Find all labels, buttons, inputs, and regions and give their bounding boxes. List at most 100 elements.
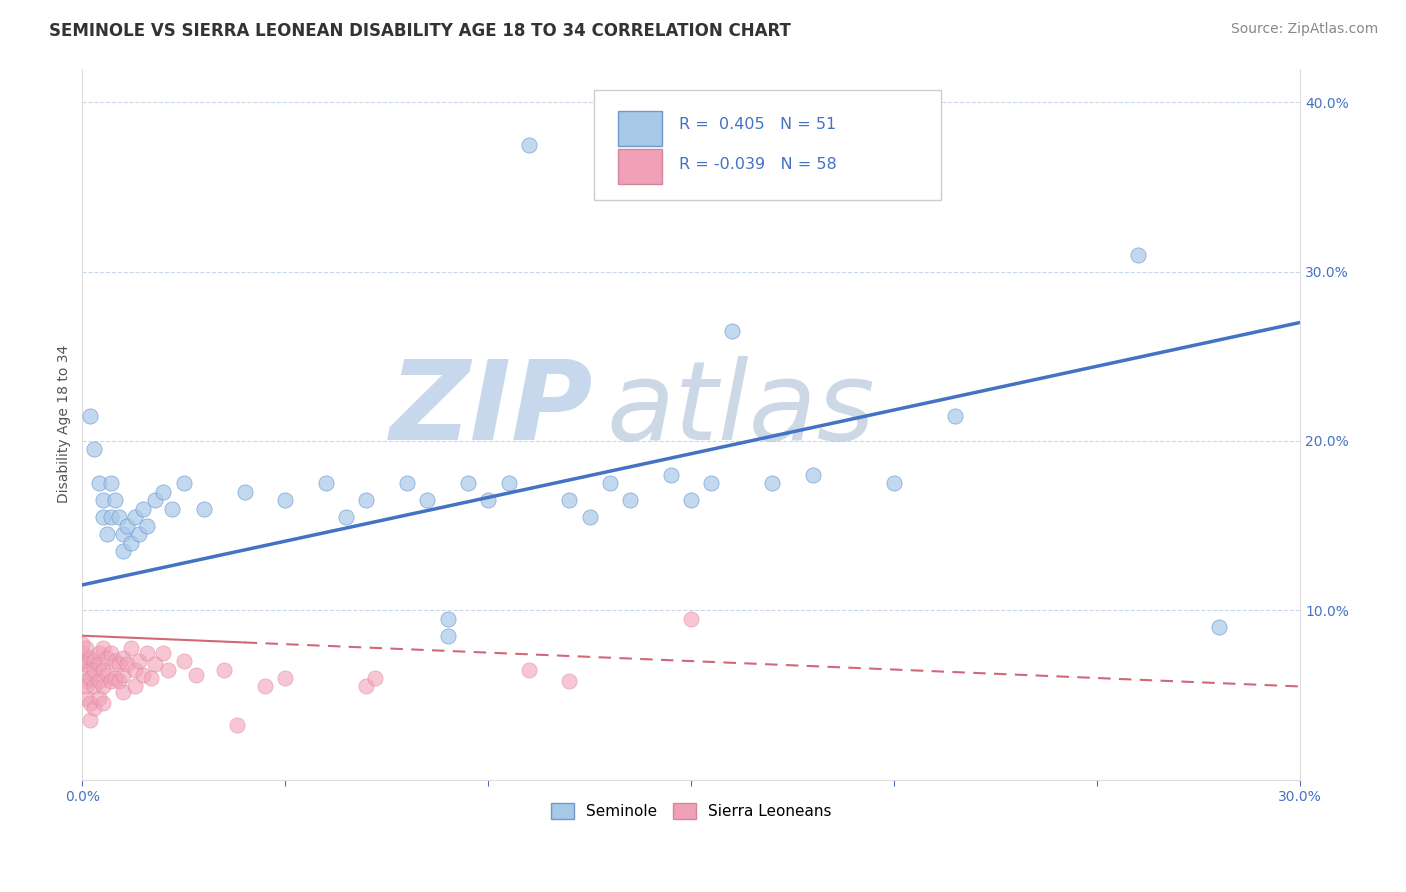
Point bbox=[104, 493, 127, 508]
Point bbox=[100, 476, 122, 491]
Point bbox=[436, 629, 458, 643]
Point bbox=[100, 510, 122, 524]
Point bbox=[395, 476, 418, 491]
Point bbox=[253, 680, 276, 694]
Point bbox=[72, 654, 94, 668]
Point bbox=[83, 654, 105, 668]
Point bbox=[87, 674, 110, 689]
Point bbox=[136, 518, 159, 533]
Point bbox=[72, 646, 94, 660]
Point bbox=[75, 640, 97, 655]
Point bbox=[91, 680, 114, 694]
Point bbox=[363, 671, 385, 685]
Point bbox=[124, 510, 146, 524]
Point bbox=[558, 674, 581, 689]
Point bbox=[1126, 248, 1149, 262]
Point bbox=[124, 663, 146, 677]
Point bbox=[96, 527, 118, 541]
Point bbox=[173, 654, 195, 668]
Point bbox=[75, 691, 97, 706]
Point bbox=[156, 663, 179, 677]
Point bbox=[700, 476, 723, 491]
Point bbox=[132, 667, 155, 681]
Point bbox=[108, 657, 131, 672]
Point bbox=[87, 646, 110, 660]
Point bbox=[498, 476, 520, 491]
Point bbox=[111, 544, 134, 558]
Point bbox=[659, 467, 682, 482]
Point bbox=[120, 535, 142, 549]
Point bbox=[681, 612, 703, 626]
Point bbox=[233, 484, 256, 499]
Point bbox=[225, 718, 247, 732]
Point bbox=[96, 650, 118, 665]
Point bbox=[517, 663, 540, 677]
Point bbox=[72, 637, 94, 651]
Point bbox=[91, 510, 114, 524]
Point bbox=[96, 667, 118, 681]
Text: ZIP: ZIP bbox=[391, 356, 593, 463]
Text: Source: ZipAtlas.com: Source: ZipAtlas.com bbox=[1230, 22, 1378, 37]
Point bbox=[619, 493, 641, 508]
Legend: Seminole, Sierra Leoneans: Seminole, Sierra Leoneans bbox=[546, 797, 838, 825]
Point bbox=[136, 646, 159, 660]
Point bbox=[104, 671, 127, 685]
Point bbox=[128, 654, 150, 668]
Point bbox=[214, 663, 236, 677]
Point bbox=[141, 671, 163, 685]
Point bbox=[599, 476, 621, 491]
Point bbox=[356, 493, 378, 508]
Point bbox=[152, 646, 174, 660]
Point bbox=[883, 476, 905, 491]
Point bbox=[79, 650, 101, 665]
FancyBboxPatch shape bbox=[619, 149, 662, 184]
Point bbox=[100, 646, 122, 660]
FancyBboxPatch shape bbox=[619, 112, 662, 146]
Point bbox=[720, 324, 742, 338]
Point bbox=[111, 684, 134, 698]
Point bbox=[477, 493, 499, 508]
Point bbox=[108, 510, 131, 524]
Point bbox=[83, 442, 105, 457]
Point bbox=[152, 484, 174, 499]
Point bbox=[91, 493, 114, 508]
Point bbox=[115, 657, 138, 672]
Point bbox=[1208, 620, 1230, 634]
Point bbox=[193, 501, 215, 516]
Point bbox=[79, 714, 101, 728]
Point bbox=[79, 697, 101, 711]
Point bbox=[87, 691, 110, 706]
Text: R = -0.039   N = 58: R = -0.039 N = 58 bbox=[679, 157, 837, 172]
Point bbox=[761, 476, 783, 491]
Point bbox=[91, 697, 114, 711]
Point bbox=[79, 671, 101, 685]
Point bbox=[335, 510, 357, 524]
Point bbox=[143, 493, 166, 508]
Point bbox=[356, 680, 378, 694]
Text: R =  0.405   N = 51: R = 0.405 N = 51 bbox=[679, 117, 837, 132]
Point bbox=[517, 137, 540, 152]
Point bbox=[75, 674, 97, 689]
Text: atlas: atlas bbox=[606, 356, 875, 463]
Point bbox=[83, 663, 105, 677]
Point bbox=[120, 640, 142, 655]
Point bbox=[111, 667, 134, 681]
Point bbox=[436, 612, 458, 626]
FancyBboxPatch shape bbox=[593, 90, 941, 200]
Point bbox=[801, 467, 824, 482]
Point bbox=[87, 657, 110, 672]
Point bbox=[315, 476, 337, 491]
Point bbox=[79, 663, 101, 677]
Point bbox=[79, 409, 101, 423]
Point bbox=[132, 501, 155, 516]
Point bbox=[100, 674, 122, 689]
Point bbox=[91, 640, 114, 655]
Point bbox=[115, 518, 138, 533]
Point bbox=[83, 701, 105, 715]
Point bbox=[274, 671, 297, 685]
Point bbox=[128, 527, 150, 541]
Point bbox=[83, 680, 105, 694]
Point bbox=[111, 650, 134, 665]
Point bbox=[87, 476, 110, 491]
Text: SEMINOLE VS SIERRA LEONEAN DISABILITY AGE 18 TO 34 CORRELATION CHART: SEMINOLE VS SIERRA LEONEAN DISABILITY AG… bbox=[49, 22, 792, 40]
